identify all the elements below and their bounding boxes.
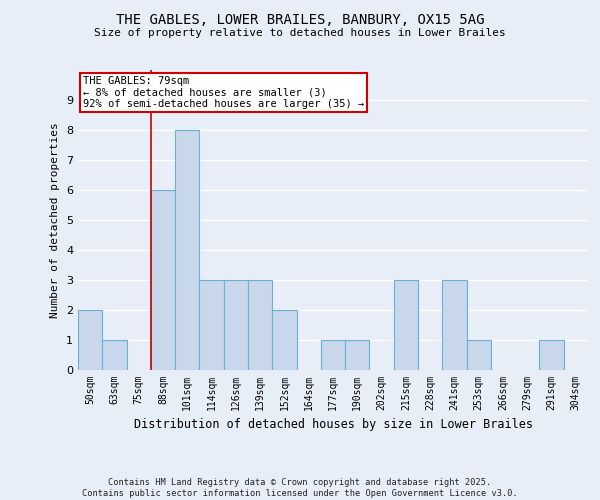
Text: Contains HM Land Registry data © Crown copyright and database right 2025.
Contai: Contains HM Land Registry data © Crown c… (82, 478, 518, 498)
Y-axis label: Number of detached properties: Number of detached properties (50, 122, 61, 318)
X-axis label: Distribution of detached houses by size in Lower Brailes: Distribution of detached houses by size … (133, 418, 533, 432)
Bar (151, 190, 175, 370)
Bar (442, 280, 467, 370)
Text: THE GABLES: 79sqm
← 8% of detached houses are smaller (3)
92% of semi-detached h: THE GABLES: 79sqm ← 8% of detached house… (83, 76, 364, 109)
Bar (539, 340, 564, 370)
Bar (175, 130, 199, 370)
Bar (78, 310, 102, 370)
Bar (345, 340, 370, 370)
Bar (102, 340, 127, 370)
Text: THE GABLES, LOWER BRAILES, BANBURY, OX15 5AG: THE GABLES, LOWER BRAILES, BANBURY, OX15… (116, 12, 484, 26)
Bar (272, 310, 296, 370)
Text: Size of property relative to detached houses in Lower Brailes: Size of property relative to detached ho… (94, 28, 506, 38)
Bar (467, 340, 491, 370)
Bar (224, 280, 248, 370)
Bar (394, 280, 418, 370)
Bar (321, 340, 345, 370)
Bar (199, 280, 224, 370)
Bar (248, 280, 272, 370)
